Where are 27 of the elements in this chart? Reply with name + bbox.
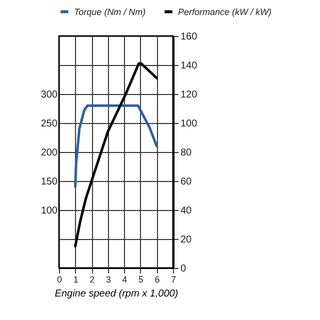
legend-label: Performance (kW / kW) bbox=[178, 6, 272, 17]
line-series bbox=[74, 104, 158, 188]
y2-tick-label: 20 bbox=[180, 234, 192, 246]
y2-tick-label: 100 bbox=[180, 118, 198, 130]
x-tick-label: 1 bbox=[73, 274, 78, 284]
x-tick-label: 4 bbox=[122, 274, 128, 284]
y-tick-label: 250 bbox=[40, 118, 58, 130]
y2-tick-label: 160 bbox=[180, 32, 198, 42]
x-tick-label: 7 bbox=[170, 274, 176, 284]
x-tick-label: 0 bbox=[56, 274, 62, 284]
y2-tick-label: 0 bbox=[180, 264, 186, 274]
x-tick-label: 5 bbox=[138, 274, 144, 284]
y-tick-label: 150 bbox=[40, 176, 58, 188]
y2-tick-label: 40 bbox=[180, 206, 192, 216]
y2-tick-label: 60 bbox=[180, 176, 192, 188]
y-tick-label: 200 bbox=[40, 148, 58, 158]
x-tick-label: 2 bbox=[90, 274, 95, 284]
legend-label: Torque (Nm / Nm) bbox=[74, 6, 146, 17]
y2-tick-label: 120 bbox=[180, 90, 198, 100]
y-tick-label: 300 bbox=[40, 90, 58, 100]
x-axis-title: Engine speed (rpm x 1,000) bbox=[54, 288, 178, 300]
x-tick-label: 3 bbox=[106, 274, 111, 284]
y2-tick-label: 80 bbox=[180, 148, 192, 158]
y-tick-label: 100 bbox=[40, 206, 58, 216]
line-series bbox=[74, 62, 158, 248]
x-tick-label: 6 bbox=[154, 274, 160, 284]
y2-tick-label: 140 bbox=[180, 60, 198, 72]
